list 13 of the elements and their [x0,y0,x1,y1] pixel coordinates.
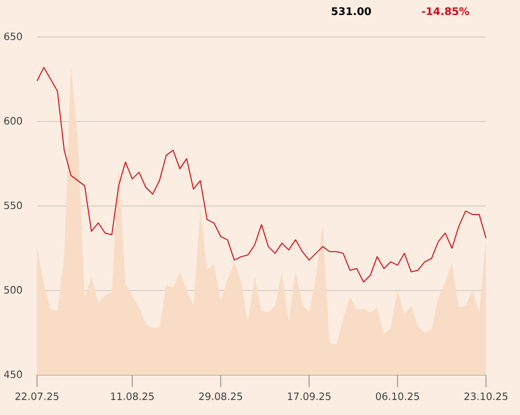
y-tick-label: 600 [4,117,22,125]
text: 531.00 [332,7,371,16]
text: -14.85% [422,7,470,16]
y-tick-label: 650 [4,32,22,40]
y-tick-label: 550 [4,202,22,210]
y-tick-label: 450 [4,370,22,378]
x-tick-label: 11.08.25 [111,392,154,400]
x-tick-label: 06.10.25 [376,392,419,400]
y-tick-label: 500 [4,286,22,294]
x-tick-label: 29.08.25 [199,392,242,400]
x-tick-label: 17.09.25 [288,392,330,400]
x-tick-label: 22.07.25 [15,392,58,400]
x-tick-label: 23.10.25 [464,392,508,400]
